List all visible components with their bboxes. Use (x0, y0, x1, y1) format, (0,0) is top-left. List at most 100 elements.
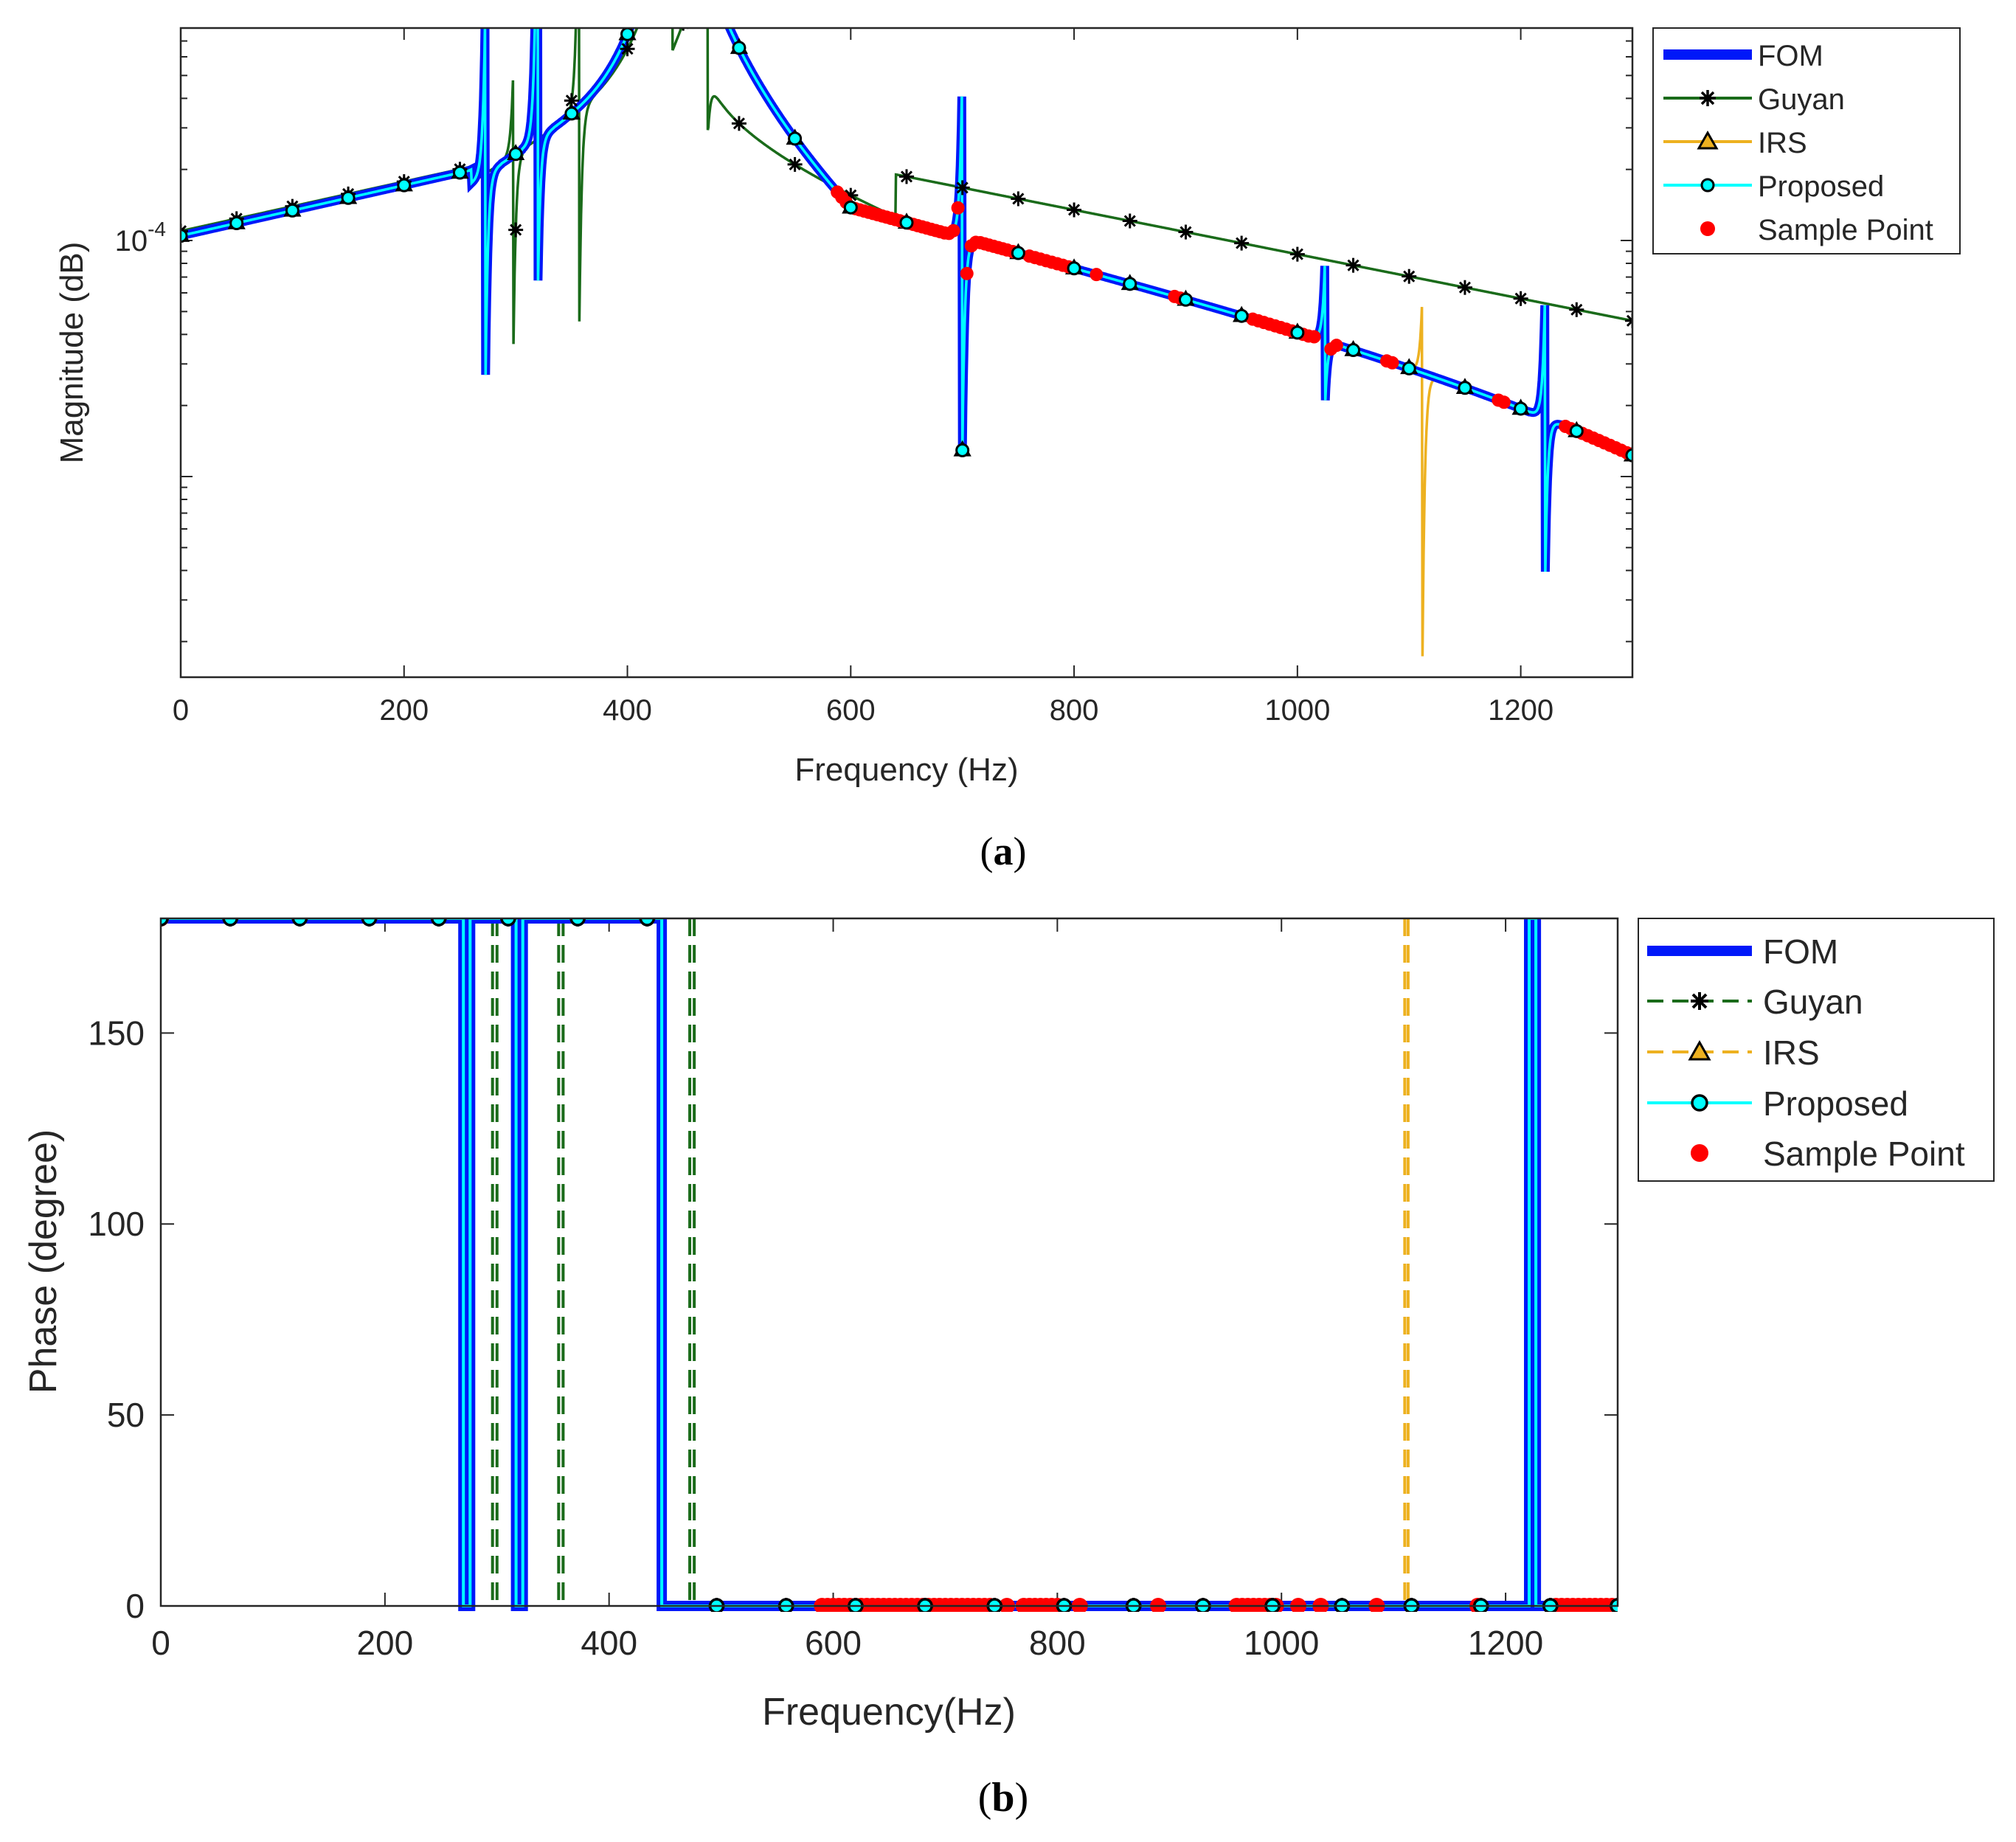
a-xtick-label: 1000 (1264, 694, 1330, 727)
legend-b-guyan-label: Guyan (1763, 983, 1863, 1021)
a-proposed-marker (1514, 401, 1528, 416)
a-guyan-marker (1178, 224, 1194, 240)
legend-a-irs-label: IRS (1758, 127, 1807, 159)
a-proposed-marker (1290, 325, 1305, 340)
b-proposed-marker (431, 918, 447, 927)
legend-b-sample-marker (1691, 1144, 1708, 1162)
a-guyan-marker (1569, 302, 1584, 317)
a-guyan-marker (955, 180, 970, 195)
a-xtick-label: 800 (1050, 694, 1099, 727)
a-guyan-marker (1011, 191, 1026, 207)
a-proposed-marker (508, 147, 523, 162)
legend-a-fom: FOM (1663, 40, 1823, 72)
caption-b-open: ( (978, 1775, 992, 1821)
caption-a: (a) (980, 829, 1027, 873)
a-guyan-marker (787, 156, 803, 172)
a-sample-point (951, 201, 965, 215)
b-proposed-marker (569, 918, 586, 927)
b-sample-point (999, 1598, 1016, 1612)
a-proposed-marker (1067, 261, 1081, 276)
b-tick-labels: 0 200 400 600 800 1000 1200 0 50 100 150 (88, 1014, 1543, 1662)
legend-b-guyan-marker (1691, 992, 1708, 1010)
a-guyan-marker (1625, 313, 1632, 328)
a-proposed-marker (564, 106, 579, 121)
b-ylabel: Phase (degree) (22, 1129, 65, 1393)
a-sample-point (1307, 330, 1321, 344)
a-xtick-label: 1200 (1488, 694, 1553, 727)
a-xtick-label: 0 (173, 694, 189, 727)
a-ylabel: Magnitude (dB) (54, 242, 90, 464)
a-series (181, 28, 1632, 657)
b-proposed-marker (361, 918, 378, 927)
a-proposed-marker (1458, 381, 1472, 395)
a-proposed-marker (452, 165, 467, 180)
legend-a-fom-label: FOM (1758, 40, 1823, 72)
a-ytick-exp: -4 (148, 218, 166, 240)
a-guyan-marker (1513, 291, 1528, 306)
a-proposed-marker (1625, 448, 1632, 463)
a-sample-point (1090, 268, 1104, 282)
a-guyan-marker (1402, 269, 1417, 284)
b-sample-point (1150, 1598, 1167, 1612)
b-proposed-marker (222, 918, 238, 927)
a-proposed-marker (620, 28, 635, 41)
legend-b-fom-label: FOM (1763, 932, 1838, 971)
b-sample-point (1290, 1598, 1307, 1612)
legend-a-proposed-marker (1700, 178, 1715, 193)
a-xtick-label: 200 (379, 694, 429, 727)
a-guyan-marker (731, 116, 747, 131)
a-proposed-marker (788, 131, 803, 146)
b-xtick-label: 1000 (1244, 1624, 1319, 1662)
legend-a: FOM Guyan IRS Proposed (1652, 27, 1961, 255)
a-guyan-marker (1122, 213, 1137, 229)
a-proposed-marker (955, 443, 970, 457)
b-sample-point (1368, 1598, 1385, 1612)
legend-a-proposed: Proposed (1663, 170, 1884, 203)
a-guyan-marker (564, 93, 579, 108)
axes-box-b (159, 917, 1619, 1607)
b-ytick-label: 0 (125, 1587, 145, 1625)
a-proposed-marker (1178, 292, 1193, 307)
a-sample-point (1497, 395, 1511, 409)
caption-b-letter: b (991, 1775, 1014, 1821)
legend-b-proposed: Proposed (1647, 1084, 1908, 1123)
b-proposed-marker (500, 918, 516, 927)
a-proposed-marker (1569, 423, 1584, 438)
legend-a-sample-label: Sample Point (1758, 214, 1933, 246)
b-xlabel: Frequency(Hz) (762, 1691, 1016, 1734)
legend-b-irs: IRS (1647, 1033, 1820, 1072)
legend-b-irs-marker (1688, 1039, 1711, 1061)
a-guyan-marker (620, 41, 635, 57)
caption-b: (b) (978, 1775, 1028, 1821)
a-sample-point (1385, 356, 1399, 370)
a-guyan-marker (899, 169, 914, 184)
a-ytick-label: 10-4 (115, 218, 166, 257)
a-guyan-marker (508, 222, 524, 238)
caption-b-close: ) (1015, 1775, 1029, 1821)
a-guyan-marker (1234, 235, 1250, 251)
a-xtick-label: 600 (826, 694, 876, 727)
a-proposed-marker (285, 203, 299, 218)
a-proposed-marker (843, 200, 858, 215)
legend-b-sample-label: Sample Point (1763, 1135, 1965, 1173)
legend-a-irs: IRS (1663, 127, 1807, 159)
plot-area-a (181, 28, 1632, 677)
caption-a-close: ) (1014, 829, 1027, 873)
a-guyan-marker (1345, 257, 1361, 273)
a-xtick-label: 400 (603, 694, 652, 727)
a-proposed-marker (397, 178, 412, 193)
a-proposed-marker (341, 190, 356, 205)
a-sample-point (1329, 339, 1343, 353)
b-xtick-label: 0 (151, 1624, 170, 1662)
a-proposed-marker (1011, 246, 1025, 260)
a-guyan-marker (1067, 202, 1082, 218)
b-sample-point (1312, 1598, 1329, 1612)
b-sample-point (1071, 1598, 1088, 1612)
legend-b: FOM Guyan IRS Proposed (1638, 918, 1995, 1182)
b-xtick-label: 400 (581, 1624, 637, 1662)
plot-area-b (161, 918, 1618, 1606)
a-proposed-marker (1402, 361, 1416, 375)
